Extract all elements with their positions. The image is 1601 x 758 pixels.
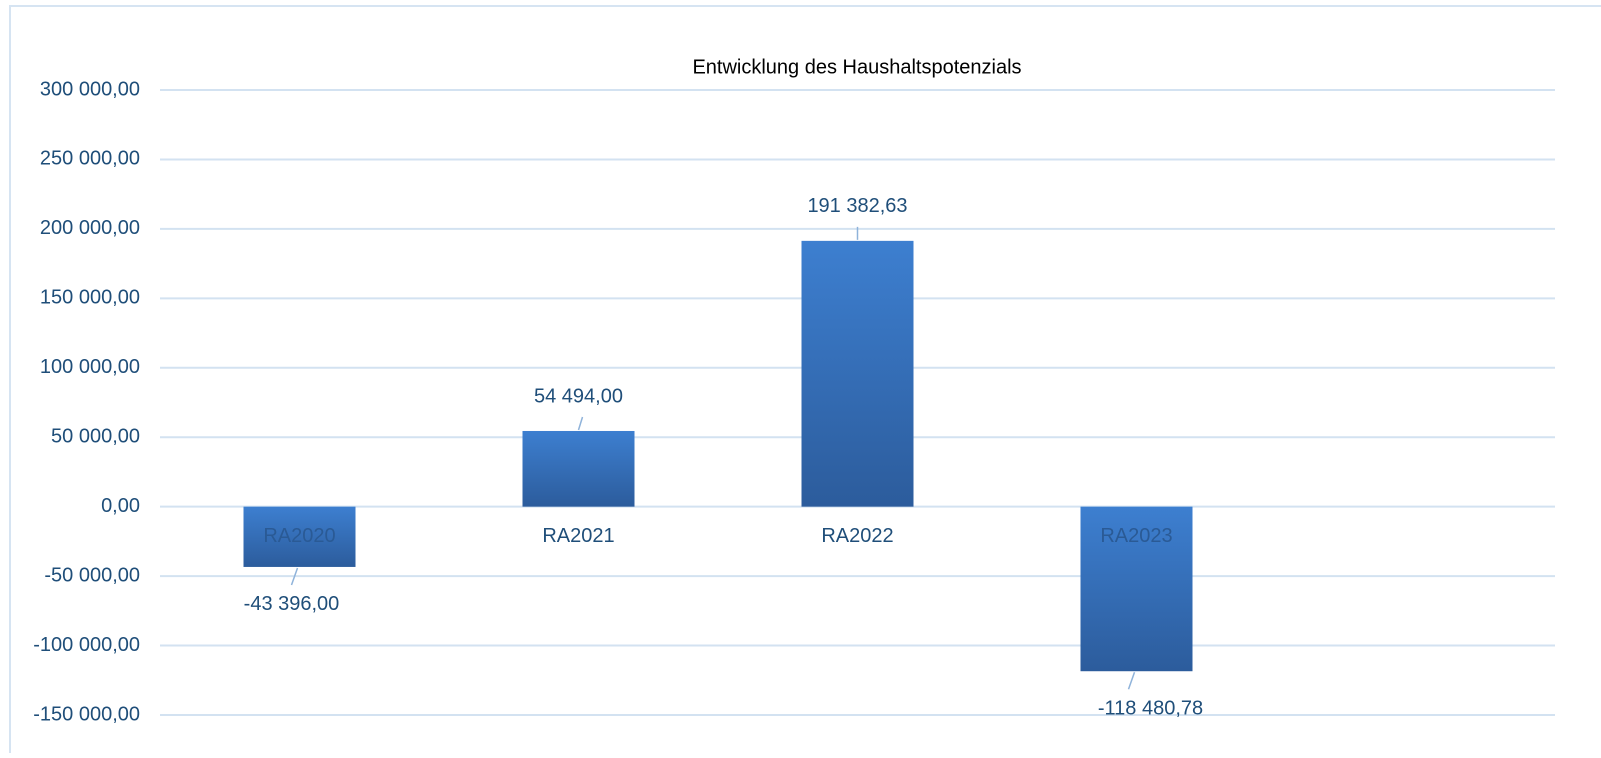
grid: -150 000,00 -100 000,00 -50 000,00 0,00 50 0… xyxy=(33,78,1555,725)
y-tick-label: 100 000,00 xyxy=(40,356,140,378)
chart-title: Entwicklung des Haushaltspotenzials xyxy=(692,56,1021,78)
marks: -43 396,00 54 494,00 191 382,63 -118 480,78… xyxy=(243,195,1203,720)
bar xyxy=(801,240,914,507)
y-tick-label: 0,00 xyxy=(101,495,140,517)
bar xyxy=(243,506,356,567)
value-label: -43 396,00 xyxy=(244,593,340,615)
x-tick-label: RA2023 xyxy=(1100,525,1172,547)
bar xyxy=(1080,506,1193,672)
chart-frame xyxy=(9,5,1601,758)
value-label: -118 480,78 xyxy=(1098,698,1203,720)
x-tick-label: RA2021 xyxy=(542,525,614,547)
value-label: 54 494,00 xyxy=(534,385,623,407)
x-tick-label: RA2020 xyxy=(263,525,335,547)
value-label: 191 382,63 xyxy=(807,195,907,217)
leader-line xyxy=(290,567,299,586)
y-tick-label: 50 000,00 xyxy=(51,426,140,448)
y-tick-label: -150 000,00 xyxy=(33,703,140,725)
y-tick-label: 150 000,00 xyxy=(40,287,140,309)
leader-line xyxy=(1127,671,1136,690)
x-tick-label: RA2022 xyxy=(821,525,893,547)
y-tick-label: 300 000,00 xyxy=(40,78,140,100)
y-tick-label: -50 000,00 xyxy=(44,564,140,586)
y-tick-label: -100 000,00 xyxy=(33,634,140,656)
bar xyxy=(522,430,635,507)
leader-line xyxy=(577,416,584,431)
y-tick-label: 250 000,00 xyxy=(40,148,140,170)
y-tick-label: 200 000,00 xyxy=(40,217,140,239)
